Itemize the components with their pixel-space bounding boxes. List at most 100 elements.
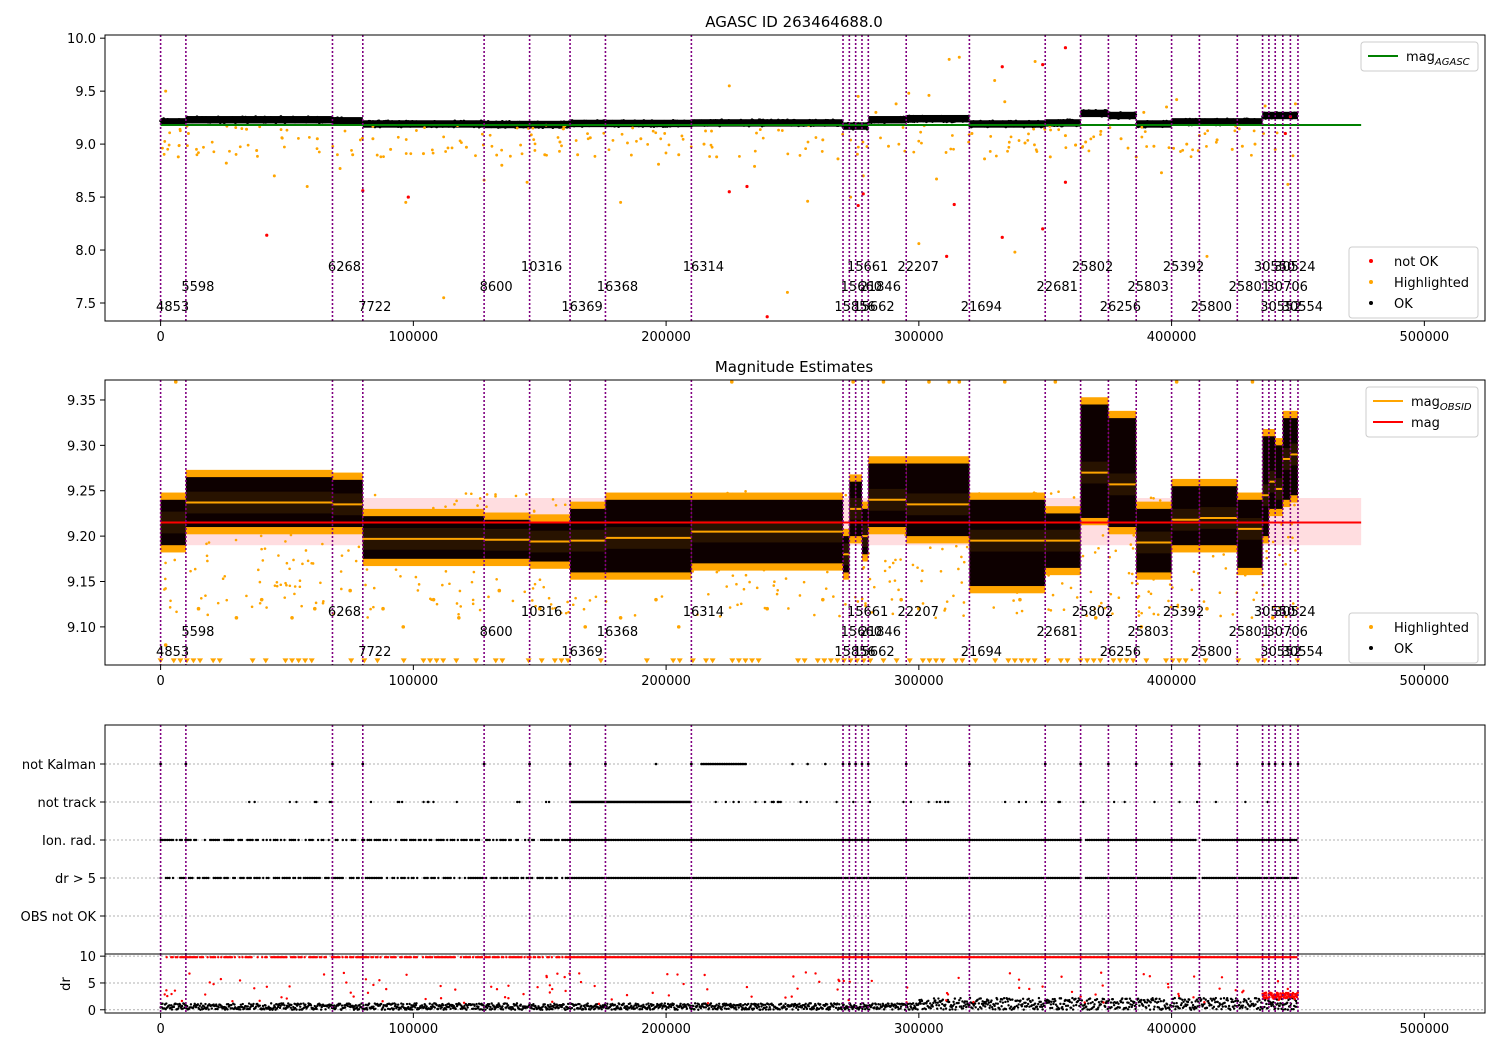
legend-marker: [1369, 280, 1373, 284]
highlighted-point: [1149, 592, 1153, 596]
flag-point: [405, 838, 408, 842]
highlighted-point: [935, 177, 939, 181]
flag-point: [446, 838, 449, 842]
flag-point: [904, 762, 908, 766]
dr-red-point: [471, 956, 475, 959]
dr-point: [405, 1002, 409, 1006]
highlighted-point: [1099, 129, 1103, 133]
dr-red-point: [345, 956, 349, 959]
not-ok-point: [727, 190, 731, 194]
highlighted-point: [780, 129, 784, 132]
highlighted-point: [646, 142, 650, 146]
highlighted-point: [444, 150, 448, 153]
highlighted-point: [347, 549, 350, 552]
obsid-label: 30524: [1274, 605, 1315, 620]
flag-point: [262, 876, 265, 880]
flag-point: [414, 838, 417, 842]
dr-red-point: [415, 956, 419, 959]
highlighted-point: [358, 138, 362, 142]
dr-red-point: [538, 956, 541, 959]
highlighted-point: [223, 574, 227, 578]
highlighted-point: [715, 570, 719, 574]
highlighted-point: [1033, 143, 1036, 147]
not-ok-point: [1000, 235, 1004, 239]
highlighted-point: [920, 579, 923, 583]
obsid-label: 21846: [860, 625, 901, 640]
highlighted-point: [960, 555, 963, 559]
highlighted-point: [297, 137, 300, 140]
highlighted-point: [305, 184, 309, 188]
highlighted-point: [238, 145, 242, 149]
flag-point: [1197, 762, 1201, 766]
flag-point: [318, 876, 322, 880]
flag-point: [868, 800, 872, 804]
highlighted-point: [338, 166, 342, 170]
highlighted-point: [709, 143, 713, 147]
highlighted-point: [664, 151, 668, 155]
highlighted-point: [441, 583, 444, 587]
dr-point: [246, 1005, 250, 1008]
dr-point: [299, 1005, 302, 1008]
highlighted-point: [773, 580, 776, 584]
highlighted-outlier: [1053, 380, 1058, 384]
flag-point: [262, 838, 265, 842]
highlighted-point: [680, 134, 684, 138]
highlighted-point: [186, 132, 190, 136]
flag-point: [866, 762, 870, 766]
highlighted-point: [444, 570, 448, 573]
highlighted-point: [894, 558, 897, 562]
dr-red-point: [303, 956, 306, 959]
highlighted-point: [421, 152, 425, 156]
dr-point: [196, 1003, 200, 1006]
highlighted-point: [366, 616, 369, 619]
highlighted-point: [1250, 616, 1254, 619]
x-tick-label: 200000: [641, 674, 691, 689]
flag-point: [744, 762, 748, 766]
highlighted-outlier: [957, 380, 962, 384]
highlighted-point: [611, 138, 615, 142]
flag-point: [389, 838, 392, 842]
highlighted-point: [551, 498, 555, 501]
highlighted-point: [950, 134, 954, 137]
legend-label: Highlighted: [1394, 621, 1469, 636]
flag-point: [516, 876, 520, 880]
flag-point: [1235, 762, 1239, 766]
highlighted-point: [1143, 130, 1147, 134]
flag-point: [1040, 800, 1044, 804]
ok-band: [969, 120, 1046, 128]
highlighted-point: [753, 149, 757, 153]
highlighted-point: [1140, 135, 1144, 139]
obsid-label: 6268: [328, 605, 361, 620]
flag-point: [369, 838, 373, 842]
highlighted-point: [357, 545, 361, 549]
ok-band: [570, 119, 692, 128]
flag-point: [1112, 800, 1116, 804]
highlighted-point: [861, 140, 865, 144]
flag-point: [378, 838, 382, 842]
highlighted-point: [292, 558, 295, 562]
flag-point: [256, 838, 260, 842]
highlighted-point: [365, 568, 369, 571]
highlighted-point: [336, 153, 339, 157]
highlighted-point: [1278, 553, 1281, 557]
flag-point: [276, 838, 279, 842]
dr-point: [340, 1004, 344, 1007]
legend-box: [1348, 246, 1479, 319]
highlighted-point: [520, 152, 524, 156]
obsid-label: 15662: [853, 645, 894, 660]
y-tick-label: 8.5: [75, 191, 96, 206]
flag-point: [1288, 762, 1292, 766]
highlighted-point: [920, 141, 923, 145]
highlighted-point: [1191, 148, 1195, 152]
flag-point: [835, 800, 838, 804]
dr-point: [324, 1008, 327, 1011]
highlighted-point: [1202, 600, 1206, 603]
highlighted-point: [417, 583, 421, 586]
highlighted-point: [416, 589, 420, 592]
highlighted-point: [566, 600, 569, 604]
obsid-label: 4853: [156, 300, 189, 315]
highlighted-point: [207, 541, 211, 544]
x-tick-label: 500000: [1400, 674, 1450, 689]
highlighted-point: [273, 584, 277, 587]
flag-point: [369, 800, 373, 804]
